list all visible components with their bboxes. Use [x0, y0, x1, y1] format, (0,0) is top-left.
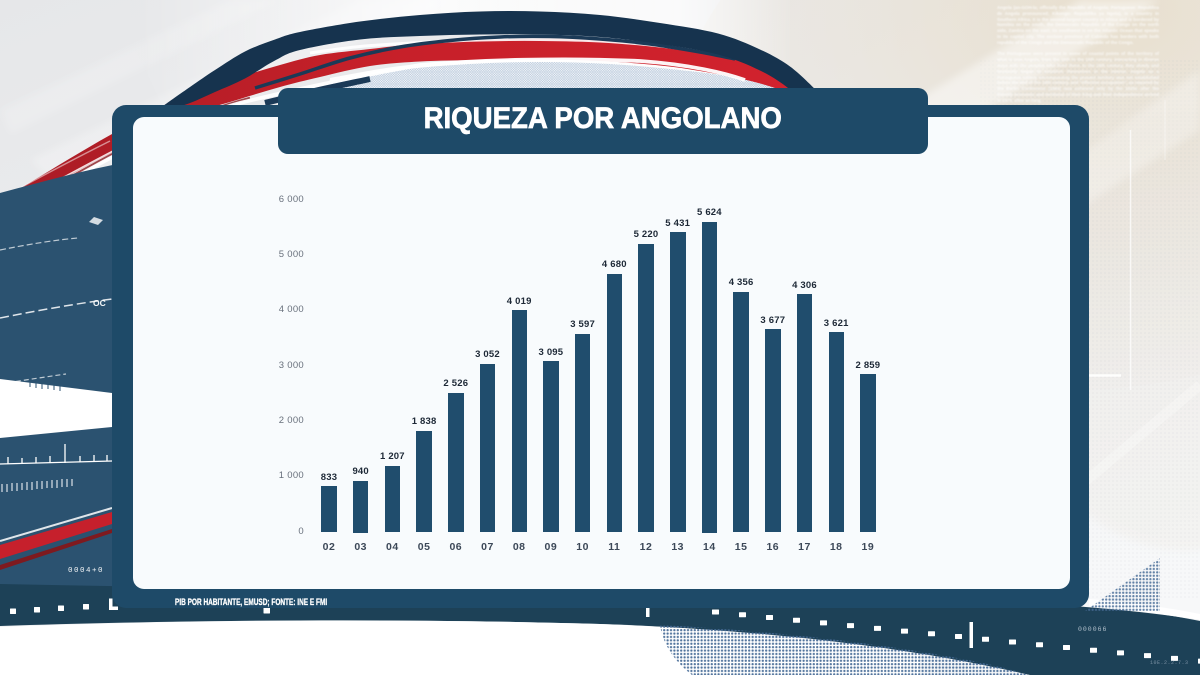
svg-text:000066: 000066	[1078, 626, 1107, 633]
svg-text:0004+0: 0004+0	[68, 567, 104, 575]
svg-text:10E.2.2.7.3: 10E.2.2.7.3	[1150, 660, 1189, 666]
svg-text:OC: OC	[93, 298, 106, 308]
